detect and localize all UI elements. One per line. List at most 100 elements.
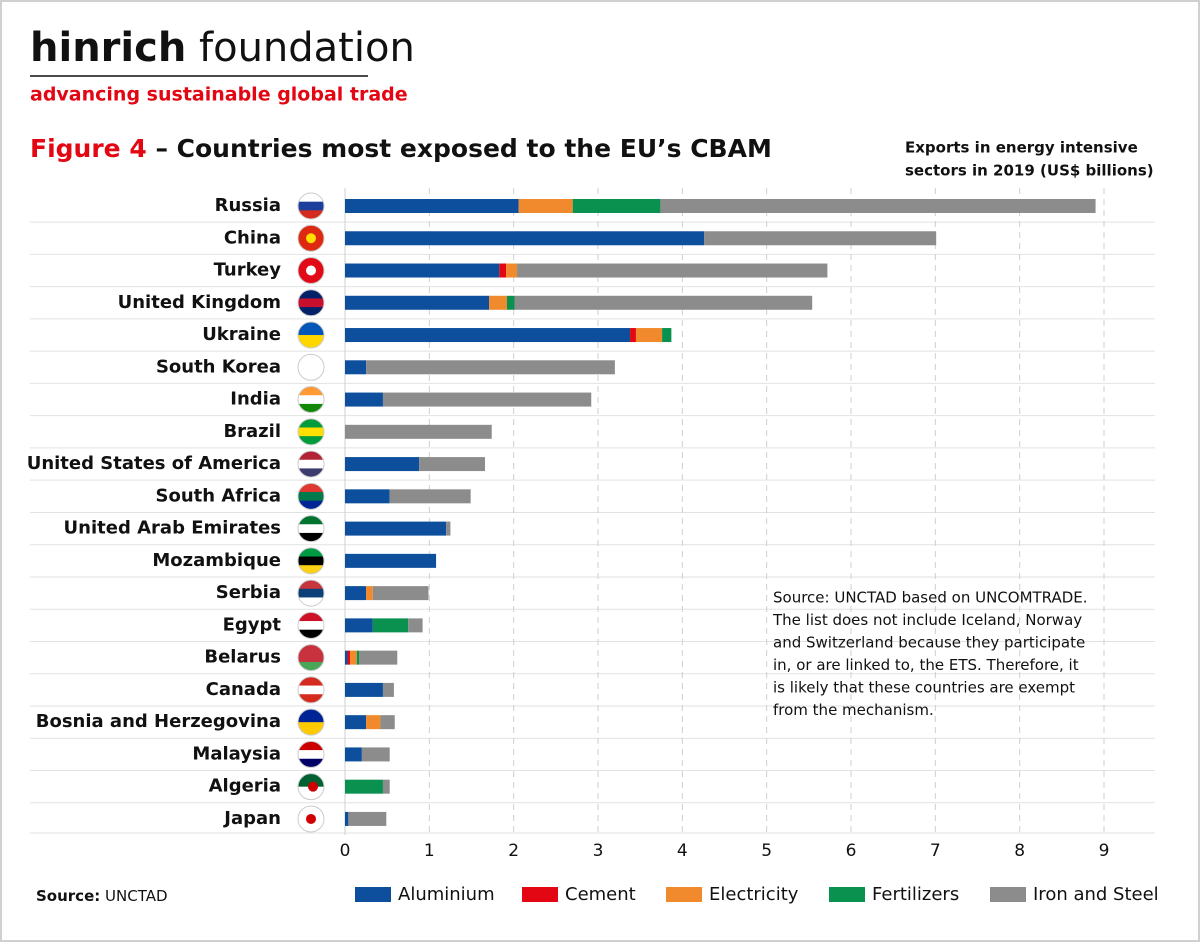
flag-stripe — [298, 483, 324, 493]
bar-segment — [345, 747, 362, 762]
bar-segment — [345, 650, 348, 665]
tagline: advancing sustainable global trade — [30, 84, 408, 106]
flag — [298, 644, 324, 671]
flag-stripe — [298, 694, 324, 703]
bar-segment — [348, 811, 387, 826]
flag-stripe — [298, 515, 324, 525]
flag-stripe — [298, 418, 324, 428]
flag-stripe — [298, 335, 324, 349]
flag-border — [297, 418, 325, 446]
bar-segment — [345, 489, 390, 504]
axis-label: sectors in 2019 (US$ billions) — [905, 162, 1154, 180]
bar-segment — [345, 199, 519, 213]
bar-segment — [345, 779, 383, 794]
flag-stripe — [298, 459, 324, 469]
flag — [298, 773, 324, 800]
bar-segment — [419, 457, 485, 472]
flag — [298, 225, 324, 252]
bar-segment — [499, 263, 507, 278]
category-label: United States of America — [27, 453, 281, 474]
bar-segment — [518, 199, 573, 213]
bar-segment — [345, 424, 492, 439]
flag-stripe — [298, 322, 324, 336]
bar-segment — [356, 650, 360, 665]
legend-swatch — [666, 887, 702, 902]
category-label: Malaysia — [192, 743, 281, 764]
x-tick-label: 0 — [340, 841, 351, 861]
flag-emblem — [306, 265, 316, 276]
flag — [298, 354, 324, 381]
flag-stripe — [298, 644, 324, 654]
bar-segment — [345, 360, 367, 375]
category-label: Brazil — [223, 421, 281, 442]
bar-segment — [506, 295, 515, 310]
flag — [298, 257, 324, 284]
flag-stripe — [298, 403, 324, 413]
flag-border — [297, 773, 325, 801]
flag — [298, 676, 324, 703]
source-text: UNCTAD — [105, 887, 167, 905]
source: Source: UNCTAD — [36, 887, 168, 905]
legend-swatch — [355, 887, 391, 902]
flag-stripe — [298, 298, 324, 308]
x-tick-label: 2 — [508, 841, 519, 861]
category-label: Japan — [222, 808, 281, 829]
bar-segment — [345, 521, 447, 536]
bar-segment — [372, 618, 409, 633]
flag-stripe — [298, 289, 324, 299]
flag-stripe — [298, 524, 324, 534]
brand-light: foundation — [199, 25, 415, 71]
flag — [298, 547, 324, 574]
title-text: – Countries most exposed to the EU’s CBA… — [155, 134, 771, 163]
category-label: Belarus — [204, 647, 281, 668]
flag — [298, 580, 324, 607]
flag-stripe — [298, 685, 324, 695]
flag-stripe — [298, 580, 324, 590]
category-label: Canada — [206, 679, 281, 700]
flag — [298, 612, 324, 639]
x-tick-label: 1 — [424, 841, 435, 861]
bar-segment — [345, 682, 383, 697]
flag-stripe — [298, 750, 324, 760]
bar-segment — [380, 715, 395, 730]
flag-stripe — [298, 676, 324, 687]
category-label: Egypt — [223, 614, 282, 635]
note: is likely that these countries are exemp… — [773, 679, 1075, 697]
category-label: Serbia — [216, 582, 281, 603]
bar-segment — [366, 586, 373, 601]
note: The list does not include Iceland, Norwa… — [772, 611, 1082, 629]
x-tick-label: 7 — [930, 841, 941, 861]
category-label: Ukraine — [202, 324, 281, 345]
category-label: United Arab Emirates — [64, 518, 281, 539]
bar-segment — [372, 586, 429, 601]
category-label: India — [230, 389, 281, 410]
flag — [298, 386, 324, 413]
flag-stripe — [298, 451, 324, 461]
brand-bold: hinrich — [30, 25, 186, 71]
bar-segment — [408, 618, 423, 633]
flag-stripe — [298, 621, 324, 631]
bar-segment — [345, 295, 490, 310]
flag — [298, 289, 324, 316]
category-label: Turkey — [214, 260, 282, 281]
bar-segment — [345, 457, 420, 472]
bar-segment — [345, 811, 349, 826]
bar-segment — [345, 231, 705, 246]
bar-segment — [630, 328, 636, 343]
bar-segment — [345, 715, 367, 730]
flag-stripe — [298, 427, 324, 437]
flag-border — [297, 708, 325, 736]
x-tick-label: 9 — [1099, 841, 1110, 861]
bar-segment — [635, 328, 663, 343]
note: from the mechanism. — [773, 701, 934, 719]
flag-stripe — [298, 210, 324, 219]
bar-segment — [389, 489, 471, 504]
bar-segment — [345, 263, 500, 278]
flag — [298, 451, 324, 478]
legend-label: Iron and Steel — [1033, 884, 1159, 905]
x-tick-label: 3 — [593, 841, 604, 861]
flag-stripe — [298, 556, 324, 566]
flag-stripe — [298, 532, 324, 542]
